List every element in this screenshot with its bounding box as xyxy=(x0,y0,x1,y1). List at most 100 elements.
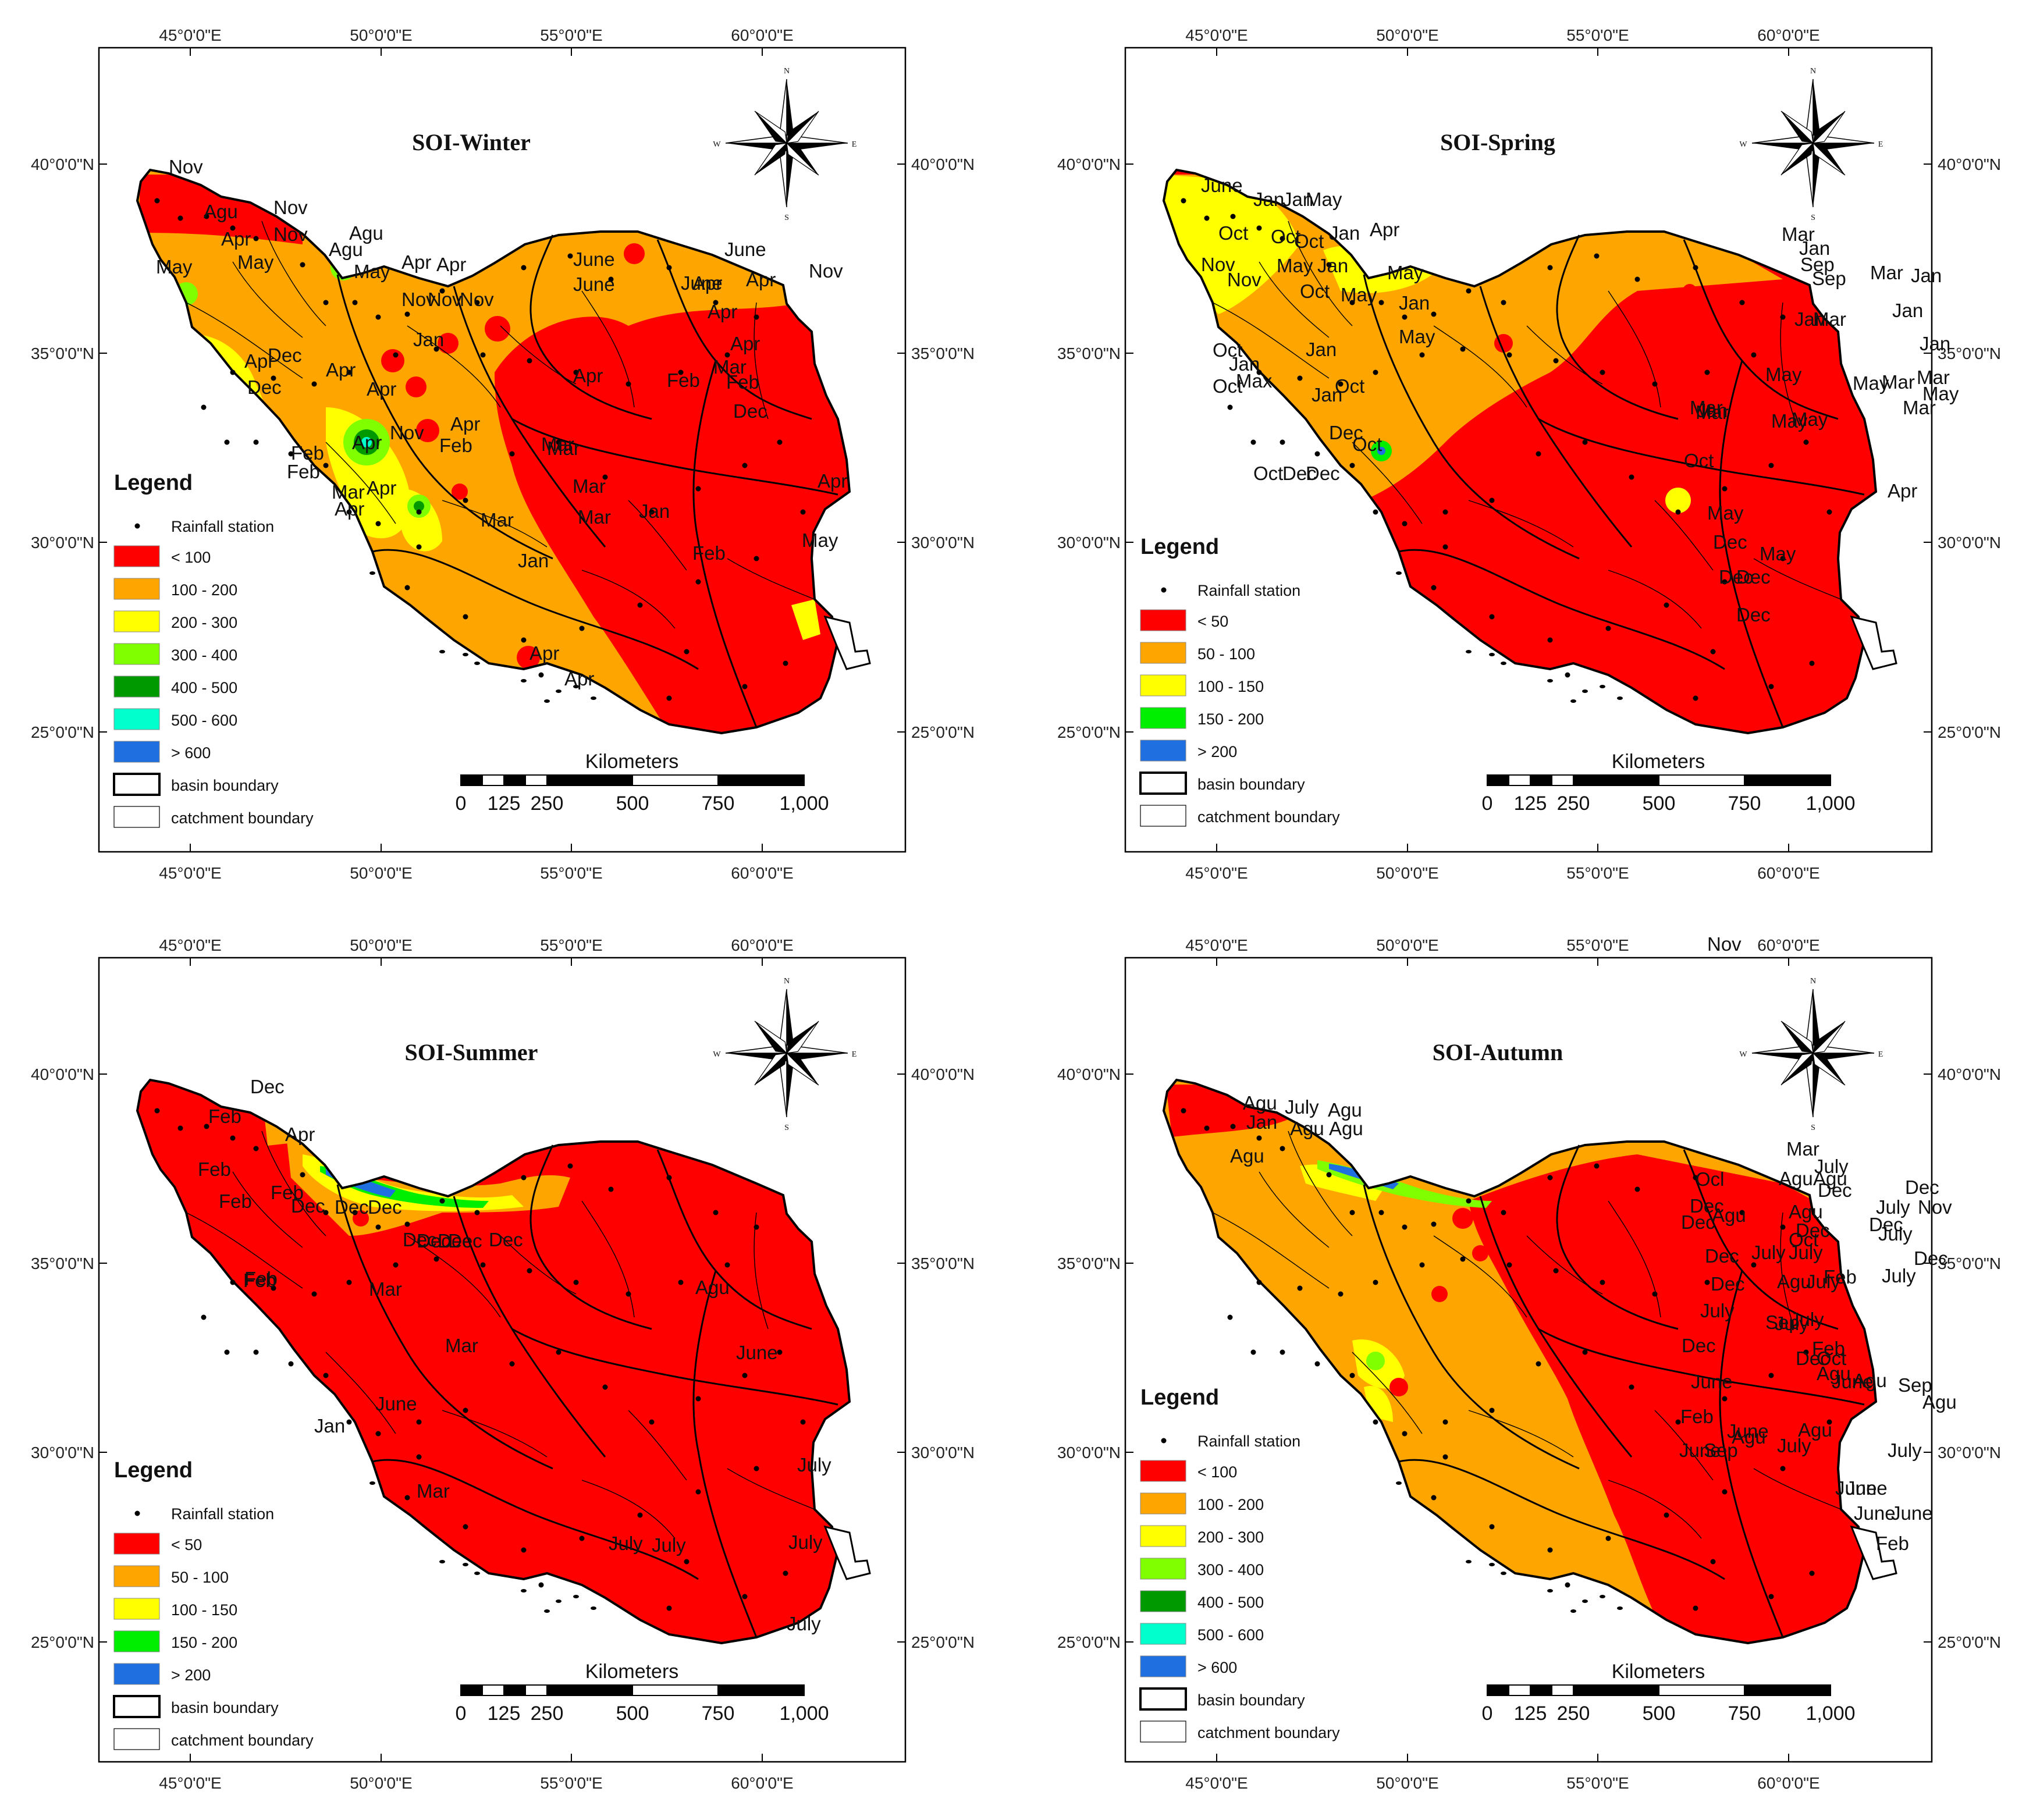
lat-tick-label: 30°0'0"N xyxy=(31,534,94,552)
rainfall-station xyxy=(230,369,236,375)
island xyxy=(1489,653,1495,656)
legend-swatch xyxy=(113,1533,160,1555)
catchment-boundary xyxy=(325,442,396,524)
rainfall-station xyxy=(1710,649,1716,655)
legend-swatch xyxy=(113,708,160,730)
legend-swatch xyxy=(113,676,160,698)
island xyxy=(439,1560,445,1563)
rainfall-station xyxy=(602,1384,608,1390)
rainfall-station xyxy=(1250,439,1256,445)
month-label: Dec xyxy=(1690,1195,1724,1217)
rainfall-station xyxy=(416,1454,422,1460)
month-label: Nov xyxy=(273,197,308,218)
basin-boundary xyxy=(336,1184,553,1470)
rainfall-station xyxy=(666,695,672,701)
rainfall-station xyxy=(1489,614,1495,620)
month-label: Apr xyxy=(436,254,466,275)
lon-tick-label: 45°0'0"E xyxy=(1185,1774,1248,1792)
month-label: Dec xyxy=(417,1230,451,1252)
lon-tick-label: 60°0'0"E xyxy=(731,936,793,954)
month-label: July xyxy=(1888,1439,1922,1461)
legend: Legend Rainfall station < 50 50 - 100 100 - … xyxy=(113,1458,314,1750)
basin-boundary xyxy=(372,549,699,670)
scale-label: 0 xyxy=(456,792,467,815)
catchment-boundary xyxy=(1468,1410,1574,1458)
scale-segment xyxy=(1487,1684,1509,1696)
rainfall-station xyxy=(346,369,352,375)
rainfall-zone xyxy=(1469,1154,1876,1643)
month-label: July xyxy=(1751,1242,1786,1263)
legend-class-label: 100 - 200 xyxy=(1197,1496,1264,1513)
month-label: May xyxy=(1277,255,1313,276)
island xyxy=(1466,650,1472,653)
month-label: Apr xyxy=(1370,219,1399,240)
month-label: Jan xyxy=(1329,222,1360,244)
catchment-boundary xyxy=(186,302,303,379)
catchment-boundary xyxy=(325,1352,396,1434)
rainfall-station xyxy=(1768,1594,1774,1599)
catchment-boundary xyxy=(628,1410,687,1481)
rainfall-station xyxy=(230,225,236,231)
month-label: Ocl xyxy=(1696,1168,1725,1190)
catchment-boundary xyxy=(1608,1200,1661,1318)
lat-tick-label: 40°0'0"N xyxy=(1057,155,1121,173)
catchment-boundary xyxy=(500,325,577,385)
rainfall-station xyxy=(1204,215,1210,221)
rainfall-station xyxy=(742,463,748,468)
rainfall-station xyxy=(1693,1175,1698,1181)
month-label: July xyxy=(797,1454,831,1476)
month-label: Mar xyxy=(445,1335,478,1356)
month-label: June xyxy=(1201,175,1243,196)
rainfall-station xyxy=(1419,352,1425,358)
month-label: Feb xyxy=(1824,1266,1857,1288)
catchment-boundary xyxy=(1352,1352,1423,1434)
rainfall-station xyxy=(742,684,748,689)
rainfall-station xyxy=(346,1279,352,1285)
scale-bar: Kilometers 0 125 250 500 750 1,000 xyxy=(1482,1661,1856,1725)
rainfall-station xyxy=(1338,381,1344,387)
basin-boundary xyxy=(656,239,812,420)
month-label: Dec xyxy=(1282,463,1317,484)
lon-tick-label: 60°0'0"E xyxy=(1757,864,1819,882)
month-label: Jan xyxy=(639,500,670,522)
rainfall-station xyxy=(777,439,783,445)
month-label: Agu xyxy=(204,201,238,222)
rainfall-station xyxy=(1594,1163,1600,1169)
month-label: Oct xyxy=(1218,222,1248,244)
legend-class-label: 500 - 600 xyxy=(171,712,237,729)
rainfall-station xyxy=(480,352,486,358)
scale-segment xyxy=(1508,774,1531,786)
rainfall-station xyxy=(1722,1489,1728,1495)
lon-tick-label: 60°0'0"E xyxy=(1757,1774,1819,1792)
rainfall-station xyxy=(1704,369,1710,375)
basin-boundary xyxy=(1538,1328,1865,1406)
month-label: May xyxy=(802,529,838,551)
scale-title: Kilometers xyxy=(585,1661,679,1683)
legend-swatch xyxy=(113,643,160,665)
rainfall-station xyxy=(1600,1279,1605,1285)
month-label: Nov xyxy=(460,289,494,310)
scale-segment xyxy=(503,1684,526,1696)
rainfall-station xyxy=(1402,314,1408,320)
scale-segment xyxy=(1658,774,1745,786)
lon-tick-label: 55°0'0"E xyxy=(540,936,602,954)
rainfall-station xyxy=(678,1279,684,1285)
legend-swatch xyxy=(1140,740,1186,762)
scale-label: 500 xyxy=(1643,792,1676,815)
lon-tick-label: 50°0'0"E xyxy=(350,936,412,954)
compass-e-label: E xyxy=(852,140,857,149)
rainfall-station xyxy=(1553,358,1559,364)
scale-label: 500 xyxy=(616,792,649,815)
month-label: Mar xyxy=(541,433,574,455)
rainfall-station xyxy=(1402,1431,1408,1437)
rainfall-station xyxy=(1693,1605,1698,1611)
rainfall-station xyxy=(1780,314,1786,320)
scale-title: Kilometers xyxy=(1612,1661,1705,1683)
legend-title: Legend xyxy=(1140,535,1219,559)
rainfall-station xyxy=(311,381,317,387)
rainfall-station xyxy=(1256,1279,1262,1285)
month-label: Dec xyxy=(1796,1348,1830,1369)
month-label: June xyxy=(1891,1502,1933,1524)
rainfall-station xyxy=(1419,1262,1425,1268)
month-label: Apr xyxy=(692,272,722,294)
